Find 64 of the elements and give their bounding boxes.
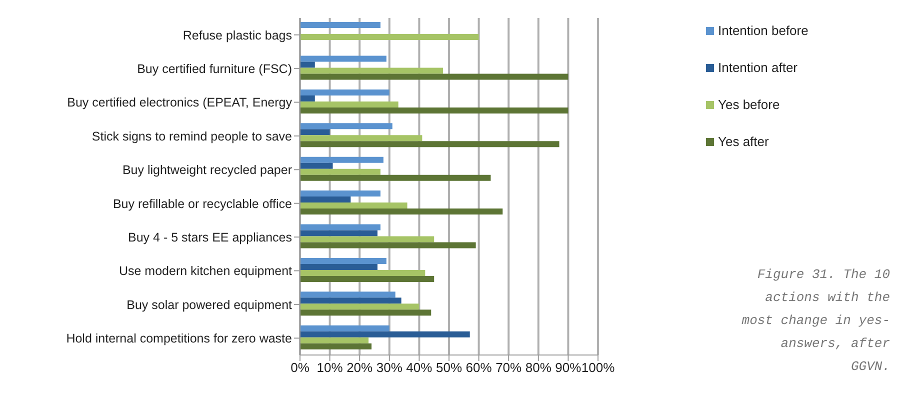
bar [300, 258, 386, 264]
y-tick-label: Refuse plastic bags [182, 28, 292, 42]
bar [300, 123, 392, 130]
bar [300, 292, 396, 298]
caption: Figure 31. The 10 actions with the most change in yes-answers, after GGVN. [740, 266, 890, 376]
y-tick-label: Buy refillable or recyclable office [112, 196, 292, 211]
x-tick-label: 90% [555, 360, 582, 376]
bar [300, 62, 315, 68]
x-tick-label: 30% [376, 360, 403, 376]
bar [300, 208, 503, 215]
bar [300, 22, 380, 28]
bar [300, 74, 568, 80]
bar [300, 89, 390, 96]
bar [300, 337, 369, 344]
y-tick-label: Buy 4 - 5 stars EE appliances [128, 230, 292, 244]
bar [300, 162, 333, 169]
y-tick-label: Stick signs to remind people to save [92, 129, 292, 144]
x-tick-label: 50% [436, 360, 462, 376]
y-tick-label: Use modern kitchen equipment [118, 264, 293, 278]
bar [300, 141, 560, 148]
x-tick-label: 100% [581, 360, 616, 376]
bar [300, 190, 380, 197]
bar [300, 156, 384, 163]
bar [300, 264, 378, 270]
bar [300, 107, 568, 114]
bar [300, 196, 351, 203]
bar [300, 34, 479, 40]
y-tick-label: Buy certified furniture (FSC) [137, 62, 292, 76]
legend-label: Intention after [718, 60, 798, 75]
y-tick-label: Buy lightweight recycled paper [122, 163, 292, 178]
bar [300, 168, 380, 175]
x-tick-label: 0% [290, 360, 310, 376]
bar [300, 343, 372, 350]
bar [300, 331, 470, 338]
bar [300, 101, 398, 108]
y-tick-label: Buy solar powered equipment [126, 298, 293, 312]
bar [300, 174, 491, 181]
legend-label: Intention before [718, 23, 808, 38]
legend-label: Yes before [718, 97, 780, 112]
x-tick-label: 40% [406, 360, 433, 376]
y-tick-label: Buy certified electronics (EPEAT, Energy [67, 96, 293, 110]
bar [300, 242, 476, 248]
bar [300, 236, 434, 242]
bar [300, 276, 434, 282]
bar [300, 135, 422, 142]
x-tick-label: 20% [346, 360, 374, 376]
legend-label: Yes after [718, 134, 769, 149]
bar [300, 325, 390, 332]
bar [300, 202, 408, 209]
y-tick-label: Hold internal competitions for zero waste [66, 332, 292, 346]
x-tick-label: 80% [525, 360, 552, 376]
bar [300, 304, 420, 310]
bar [300, 129, 330, 136]
x-tick-label: 10% [316, 360, 344, 376]
bar [300, 310, 432, 316]
bar [300, 56, 386, 62]
bar [300, 270, 426, 276]
bar [300, 298, 402, 304]
x-tick-label: 70% [496, 360, 522, 376]
bar [300, 95, 315, 102]
x-tick-label: 60% [466, 360, 492, 376]
bar [300, 68, 444, 74]
bar [300, 224, 380, 230]
bar [300, 230, 378, 236]
